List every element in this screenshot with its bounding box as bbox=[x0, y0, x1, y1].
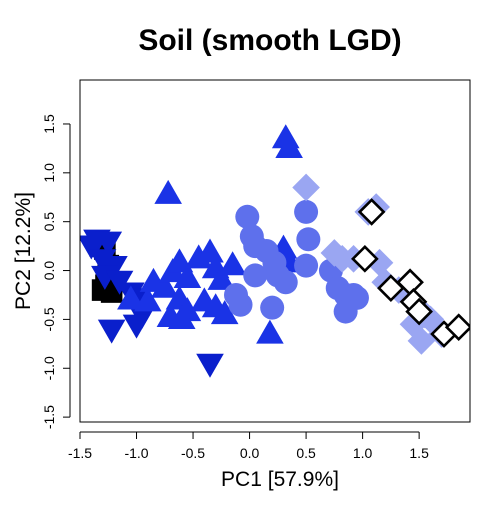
x-tick-label: -1.0 bbox=[124, 445, 148, 461]
data-point-circle bbox=[334, 300, 358, 324]
y-tick-label: 0.0 bbox=[41, 261, 57, 281]
data-point-triangle-up bbox=[256, 320, 284, 344]
data-point-circle bbox=[296, 227, 320, 251]
data-point-circle bbox=[274, 270, 298, 294]
x-tick-label: 0.5 bbox=[296, 445, 316, 461]
x-tick-label: -1.5 bbox=[68, 445, 92, 461]
data-point-triangle-down bbox=[196, 354, 224, 378]
y-axis: -1.5 -1.0 -0.5 0.0 0.5 1.0 1.5 bbox=[41, 114, 70, 429]
data-point-circle bbox=[243, 263, 267, 287]
x-tick-label: -0.5 bbox=[181, 445, 205, 461]
data-point-diamond bbox=[292, 174, 320, 202]
chart-title: Soil (smooth LGD) bbox=[138, 24, 401, 57]
data-point-triangle-down bbox=[123, 315, 151, 339]
y-tick-label: -0.5 bbox=[41, 307, 57, 331]
x-axis-label: PC1 [57.9%] bbox=[221, 468, 339, 491]
data-point-triangle-up bbox=[219, 251, 247, 275]
data-point-circle bbox=[229, 293, 253, 317]
plot-area bbox=[78, 80, 471, 422]
x-axis: -1.5 -1.0 -0.5 0.0 0.5 1.0 1.5 bbox=[68, 432, 429, 461]
data-points bbox=[78, 124, 471, 378]
y-tick-label: -1.0 bbox=[41, 356, 57, 380]
y-tick-label: 0.5 bbox=[41, 212, 57, 232]
y-tick-label: -1.5 bbox=[41, 405, 57, 429]
y-tick-label: 1.5 bbox=[41, 114, 57, 134]
data-point-triangle-up bbox=[154, 180, 182, 204]
y-axis-label: PC2 [12.2%] bbox=[12, 192, 35, 310]
data-point-circle bbox=[260, 296, 284, 320]
x-tick-label: 1.5 bbox=[409, 445, 429, 461]
data-point-triangle-down bbox=[98, 320, 126, 344]
y-tick-label: 1.0 bbox=[41, 163, 57, 183]
data-point-circle bbox=[294, 254, 318, 278]
data-point-circle bbox=[294, 200, 318, 224]
x-tick-label: 0.0 bbox=[240, 445, 260, 461]
x-tick-label: 1.0 bbox=[353, 445, 373, 461]
